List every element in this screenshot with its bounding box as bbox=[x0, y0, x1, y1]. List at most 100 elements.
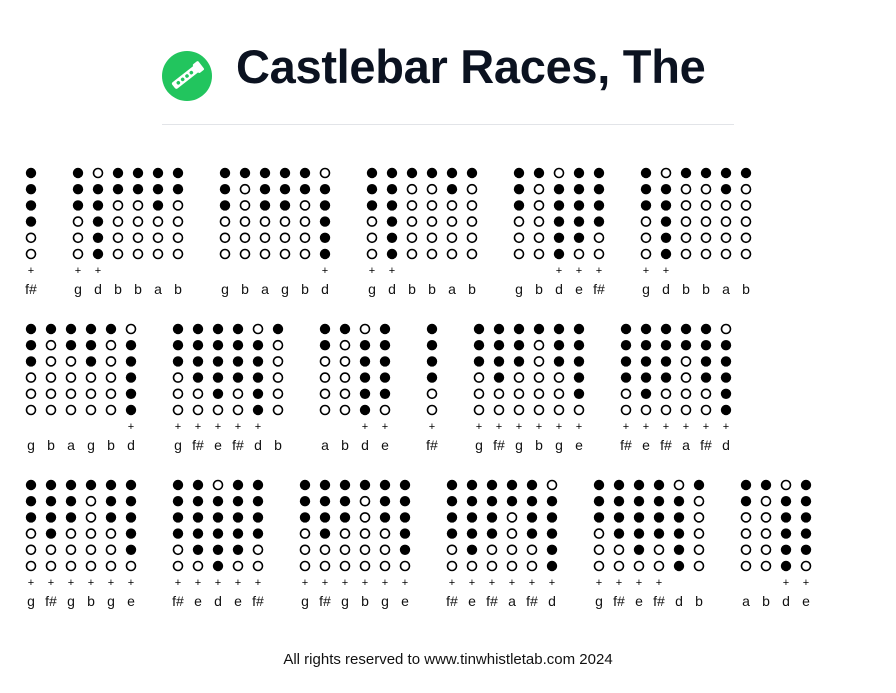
octave-plus-mark: + bbox=[322, 265, 328, 277]
closed-hole bbox=[72, 167, 84, 179]
open-hole bbox=[85, 388, 97, 400]
octave-plus-mark: + bbox=[656, 577, 662, 589]
tin-whistle-icon[interactable] bbox=[162, 51, 212, 101]
closed-hole bbox=[493, 323, 505, 335]
closed-hole bbox=[506, 496, 518, 507]
note-label: g bbox=[27, 593, 35, 609]
open-hole bbox=[653, 560, 665, 572]
note-label: d bbox=[675, 593, 683, 609]
closed-hole bbox=[653, 512, 665, 523]
closed-hole bbox=[386, 232, 398, 243]
open-hole bbox=[105, 339, 117, 351]
closed-hole bbox=[446, 496, 458, 507]
closed-hole bbox=[212, 340, 224, 351]
open-hole bbox=[219, 248, 231, 260]
open-hole bbox=[426, 404, 438, 416]
closed-hole bbox=[212, 528, 224, 539]
note-fingering: b bbox=[426, 167, 438, 297]
closed-hole bbox=[633, 528, 645, 539]
open-hole bbox=[72, 248, 84, 260]
open-hole bbox=[239, 232, 251, 244]
closed-hole bbox=[299, 167, 311, 179]
closed-hole bbox=[125, 544, 137, 555]
octave-plus-mark: + bbox=[723, 421, 729, 433]
open-hole bbox=[680, 356, 692, 367]
open-hole bbox=[319, 356, 331, 367]
note-fingering: +d bbox=[553, 167, 565, 297]
closed-hole bbox=[212, 356, 224, 367]
open-hole bbox=[172, 372, 184, 383]
closed-hole bbox=[105, 323, 117, 335]
open-hole bbox=[299, 528, 311, 539]
closed-hole bbox=[446, 479, 458, 491]
note-label: e bbox=[802, 593, 810, 609]
note-label: f# bbox=[653, 593, 665, 609]
open-hole bbox=[25, 544, 37, 556]
closed-hole bbox=[252, 528, 264, 539]
open-hole bbox=[526, 560, 538, 572]
open-hole bbox=[406, 216, 418, 227]
note-fingering: b bbox=[740, 167, 752, 297]
note-group: + f# bbox=[25, 167, 37, 297]
closed-hole bbox=[219, 167, 231, 179]
open-hole bbox=[740, 183, 752, 195]
open-hole bbox=[486, 544, 498, 556]
open-hole bbox=[45, 544, 57, 556]
closed-hole bbox=[546, 528, 558, 539]
open-hole bbox=[132, 248, 144, 260]
closed-hole bbox=[800, 528, 812, 539]
note-fingering: b bbox=[299, 167, 311, 297]
closed-hole bbox=[546, 560, 558, 572]
note-fingering: +d bbox=[125, 323, 137, 453]
closed-hole bbox=[553, 184, 565, 195]
open-hole bbox=[172, 560, 184, 572]
note-label: d bbox=[722, 437, 730, 453]
closed-hole bbox=[640, 388, 652, 399]
closed-hole bbox=[105, 479, 117, 491]
closed-hole bbox=[680, 340, 692, 351]
closed-hole bbox=[426, 323, 438, 335]
octave-plus-mark: + bbox=[48, 577, 54, 589]
open-hole bbox=[359, 560, 371, 572]
octave-plus-mark: + bbox=[175, 577, 181, 589]
closed-hole bbox=[473, 323, 485, 335]
open-hole bbox=[366, 232, 378, 244]
note-fingering: +b bbox=[85, 479, 97, 609]
open-hole bbox=[172, 200, 184, 211]
open-hole bbox=[279, 216, 291, 227]
note-fingering: b bbox=[466, 167, 478, 297]
closed-hole bbox=[45, 496, 57, 507]
closed-hole bbox=[252, 372, 264, 383]
closed-hole bbox=[633, 496, 645, 507]
closed-hole bbox=[319, 216, 331, 227]
open-hole bbox=[112, 232, 124, 244]
note-fingering: +g bbox=[593, 479, 605, 609]
closed-hole bbox=[466, 496, 478, 507]
closed-hole bbox=[593, 496, 605, 507]
note-fingering: +e bbox=[573, 167, 585, 297]
closed-hole bbox=[132, 167, 144, 179]
closed-hole bbox=[513, 323, 525, 335]
note-fingering: g bbox=[85, 323, 97, 453]
closed-hole bbox=[192, 340, 204, 351]
note-label: a bbox=[321, 437, 329, 453]
closed-hole bbox=[192, 512, 204, 523]
closed-hole bbox=[700, 167, 712, 179]
octave-plus-mark: + bbox=[235, 421, 241, 433]
note-label: e bbox=[381, 437, 389, 453]
open-hole bbox=[339, 339, 351, 351]
closed-hole bbox=[673, 544, 685, 555]
closed-hole bbox=[279, 200, 291, 211]
closed-hole bbox=[25, 512, 37, 523]
closed-hole bbox=[573, 200, 585, 211]
note-label: g bbox=[368, 281, 376, 297]
note-fingering: +d bbox=[252, 323, 264, 453]
open-hole bbox=[640, 216, 652, 227]
note-label: d bbox=[321, 281, 329, 297]
note-label: f# bbox=[613, 593, 625, 609]
note-fingering: +d bbox=[780, 479, 792, 609]
note-fingering: g bbox=[25, 323, 37, 453]
open-hole bbox=[446, 560, 458, 572]
note-fingering: +e bbox=[399, 479, 411, 609]
open-hole bbox=[760, 512, 772, 523]
